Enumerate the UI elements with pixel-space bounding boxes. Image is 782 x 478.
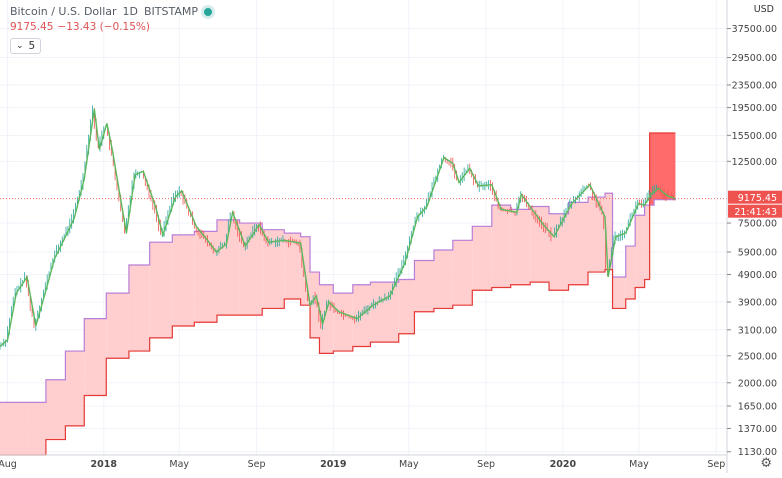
- time-tick-label: May: [629, 459, 649, 470]
- cloud-segment: [106, 293, 129, 359]
- last-price-value: 9175.45: [10, 21, 54, 33]
- exchange-label: BITSTAMP: [144, 5, 199, 18]
- time-tick-label: 2019: [320, 459, 346, 470]
- gear-icon[interactable]: ⚙: [760, 456, 772, 471]
- time-tick-label: 2020: [550, 459, 577, 470]
- cloud-segment: [45, 379, 66, 440]
- cloud-segment: [284, 233, 301, 300]
- chevron-down-icon: ⌄: [16, 41, 24, 51]
- time-tick-label: May: [399, 459, 419, 470]
- price-tick-label: 1370.00: [738, 424, 777, 435]
- symbol-title: Bitcoin / U.S. Dollar: [10, 5, 117, 18]
- cloud-segment: [491, 205, 511, 288]
- interval-label[interactable]: 1D: [122, 5, 138, 18]
- price-tick-label: 37500.00: [732, 24, 777, 35]
- cloud-segment: [635, 215, 645, 288]
- price-tick-label: 15500.00: [732, 131, 777, 142]
- symbol-legend: Bitcoin / U.S. Dollar 1D BITSTAMP 9175.4…: [10, 5, 213, 54]
- time-tick-label: Sep: [248, 459, 266, 470]
- cloud-segment: [568, 202, 589, 285]
- cloud-segment: [433, 250, 453, 309]
- cloud-segment: [310, 272, 320, 338]
- cloud-segment: [472, 226, 492, 291]
- countdown-badge: [728, 204, 782, 218]
- last-price-axis-label: 9175.45: [738, 193, 777, 204]
- price-line: [0, 108, 676, 348]
- price-tick-label: 29500.00: [732, 53, 777, 64]
- cloud-segment: [128, 264, 150, 352]
- cloud-segment: [612, 276, 626, 309]
- cloud-segment: [588, 197, 605, 273]
- price-tick-label: 5900.00: [738, 248, 777, 259]
- cloud-segment: [194, 231, 217, 323]
- price-tick-label: 23500.00: [732, 81, 777, 92]
- price-tick-label: 19500.00: [732, 103, 777, 114]
- indicators-toggle-button[interactable]: ⌄ 5: [10, 38, 42, 54]
- time-tick-label: 2018: [91, 459, 118, 470]
- cloud-spans: [0, 132, 677, 456]
- cloud-segment: [0, 402, 28, 455]
- price-tick-label: 4900.00: [738, 270, 777, 281]
- cloud-segment: [262, 229, 285, 309]
- price-change-value: −13.43 (−0.15%): [57, 21, 150, 33]
- price-tick-label: 1650.00: [738, 402, 777, 413]
- price-tick-label: 3100.00: [738, 325, 777, 336]
- cloud-segment: [84, 318, 107, 396]
- time-tick-label: Aug: [0, 459, 17, 470]
- cloud-segment: [27, 402, 46, 455]
- cloud-segment: [452, 240, 473, 306]
- time-tick-label: Sep: [707, 459, 725, 470]
- currency-label[interactable]: USD: [753, 4, 774, 15]
- cloud-segment: [625, 246, 636, 300]
- span-a-line: [0, 192, 677, 403]
- cloud-segment: [333, 293, 353, 352]
- cloud-segment: [414, 260, 434, 312]
- cloud-segment: [398, 279, 415, 334]
- time-tick-label: Sep: [477, 459, 495, 470]
- price-series: [0, 105, 676, 350]
- grid-layer: [0, 0, 727, 455]
- cloud-segment: [644, 205, 650, 280]
- cloud-segment: [149, 242, 173, 338]
- cloud-segment: [510, 209, 531, 285]
- cloud-segment: [370, 282, 399, 343]
- time-axis[interactable]: Aug 2018 May Sep 2019 May Sep 2020 May Sep: [0, 454, 727, 470]
- cloud-segment: [172, 234, 195, 326]
- cloud-segment: [65, 351, 85, 426]
- cloud-segment: [549, 213, 569, 291]
- cloud-segment: [649, 133, 655, 206]
- ichimoku-cloud: [0, 133, 676, 455]
- price-axis[interactable]: 37500.00 29500.00 23500.00 19500.00 15500.00…: [726, 0, 782, 473]
- span-b-line: [0, 132, 676, 456]
- price-tick-label: 1130.00: [738, 447, 777, 458]
- price-tick-label: 7500.00: [738, 219, 777, 230]
- cloud-segment: [604, 193, 613, 270]
- price-tick-label: 2000.00: [738, 378, 777, 389]
- last-price-badge: [728, 190, 782, 204]
- cloud-segment: [654, 133, 676, 200]
- countdown-label: 21:41:43: [734, 207, 777, 218]
- price-tick-label: 12500.00: [732, 157, 777, 168]
- market-status-icon: [204, 7, 213, 16]
- time-tick-label: May: [169, 459, 189, 470]
- indicator-count: 5: [28, 40, 36, 52]
- price-tick-label: 2500.00: [738, 351, 777, 362]
- price-tick-label: 3900.00: [738, 298, 777, 309]
